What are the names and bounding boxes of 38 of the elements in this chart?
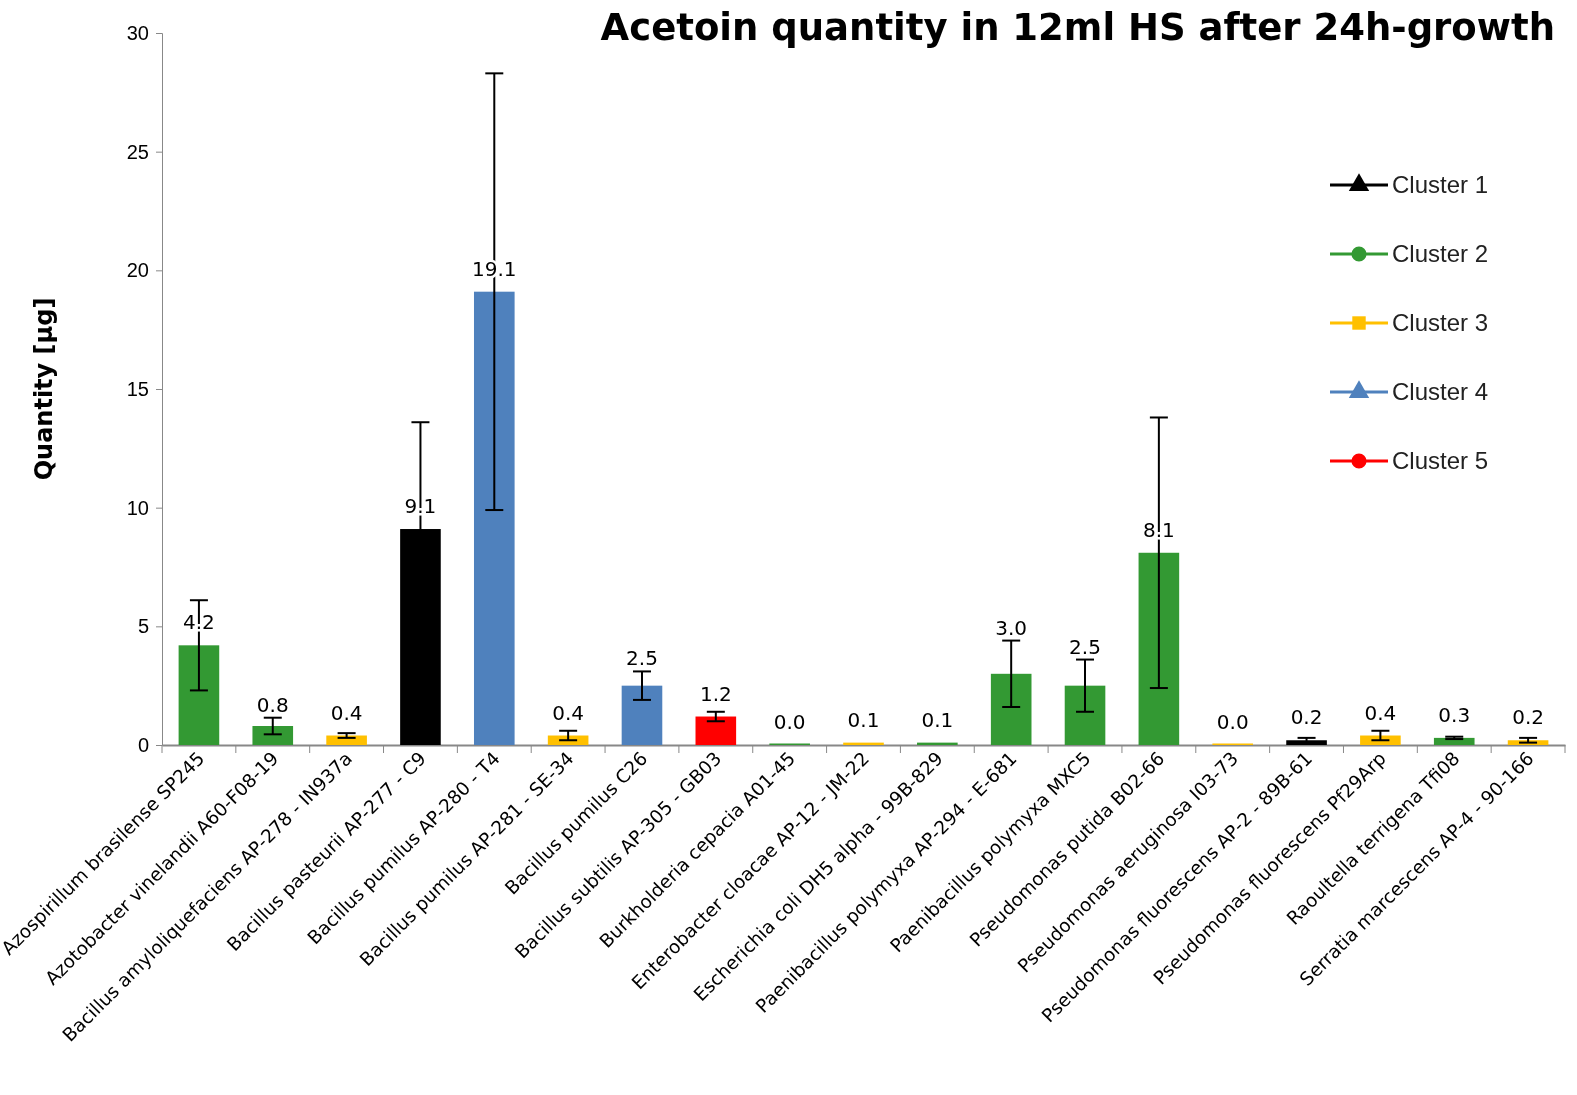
data-label: 0.0 [1216, 710, 1249, 734]
y-axis-title: Quantity [µg] [30, 297, 58, 481]
data-label: 0.1 [921, 707, 954, 732]
y-tick-label: 0 [137, 733, 149, 756]
data-label: 2.5 [1069, 634, 1101, 659]
data-label: 0.0 [773, 710, 806, 734]
data-label: 0.2 [1290, 705, 1323, 730]
bar [695, 716, 737, 745]
bar [621, 685, 663, 745]
legend-label: Cluster 3 [1392, 309, 1489, 337]
y-tick-label: 10 [126, 496, 149, 519]
data-label: 0.8 [256, 692, 289, 717]
data-label: 0.4 [552, 700, 585, 725]
data-label: 2.5 [626, 646, 658, 671]
y-tick-label: 30 [126, 21, 149, 44]
legend-label: Cluster 5 [1392, 447, 1489, 475]
bar [990, 673, 1032, 745]
bar [178, 645, 220, 745]
bar [252, 726, 294, 745]
bar [1064, 685, 1106, 745]
bar [1138, 552, 1180, 745]
y-tick-label: 5 [137, 615, 149, 638]
data-label: 0.1 [847, 707, 880, 732]
data-label: 0.4 [330, 700, 363, 725]
data-label: 0.2 [1512, 705, 1544, 730]
chart-title: Acetoin quantity in 12ml HS after 24h-growth [600, 6, 1555, 49]
y-tick-label: 20 [126, 259, 149, 282]
data-label: 3.0 [995, 615, 1028, 640]
legend-label: Cluster 2 [1392, 240, 1489, 268]
legend-label: Cluster 1 [1392, 171, 1489, 199]
legend-label: Cluster 4 [1392, 378, 1489, 406]
y-tick-label: 15 [126, 377, 149, 400]
bar [473, 291, 515, 745]
y-tick-label: 25 [126, 140, 149, 163]
data-label: 0.3 [1438, 702, 1471, 727]
data-label: 1.2 [699, 681, 732, 706]
data-label: 0.4 [1364, 700, 1397, 725]
bar [326, 735, 367, 745]
